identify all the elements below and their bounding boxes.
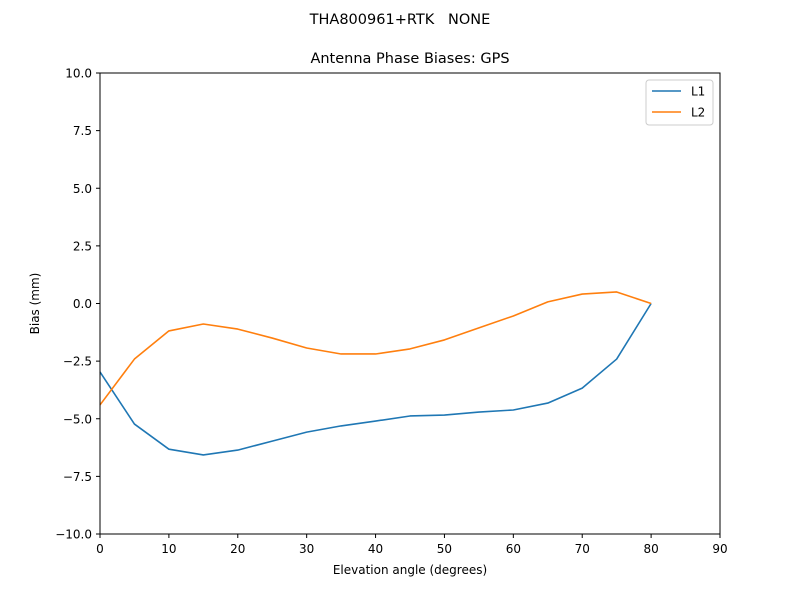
y-tick-label: 10.0 [65,67,92,81]
figure-suptitle: THA800961+RTK NONE [309,12,491,28]
y-tick-label: −5.0 [63,412,92,426]
legend: L1 L2 [645,79,714,126]
x-tick-label: 70 [575,542,590,556]
x-axis: 0 10 20 30 40 50 60 70 80 90 [96,534,728,556]
y-tick-label: 7.5 [73,124,92,138]
y-tick-label: 5.0 [73,182,92,196]
x-axis-label: Elevation angle (degrees) [333,563,487,577]
y-tick-label: 2.5 [73,239,92,253]
y-tick-label: −2.5 [63,355,92,369]
x-tick-label: 50 [437,542,452,556]
legend-label-l1: L1 [691,85,705,99]
x-tick-label: 80 [643,542,658,556]
series-layer [99,291,652,456]
x-tick-label: 40 [368,542,383,556]
y-axis: 10.0 7.5 5.0 2.5 0.0 −2.5 −5.0 −7.5 −10.0 [55,67,100,542]
x-tick-label: 10 [161,542,176,556]
y-tick-label: −7.5 [63,470,92,484]
x-tick-label: 0 [96,542,104,556]
series-line-l2 [99,291,652,406]
y-tick-label: 0.0 [73,297,92,311]
axes-frame [99,72,721,535]
x-tick-label: 20 [230,542,245,556]
series-line-l1 [99,303,652,456]
legend-label-l2: L2 [691,106,705,120]
y-axis-label: Bias (mm) [28,273,42,335]
x-tick-label: 30 [299,542,314,556]
chart-title: Antenna Phase Biases: GPS [310,51,509,67]
x-tick-label: 90 [712,542,727,556]
x-tick-label: 60 [506,542,521,556]
plot-area [99,72,721,535]
y-tick-label: −10.0 [55,528,92,542]
